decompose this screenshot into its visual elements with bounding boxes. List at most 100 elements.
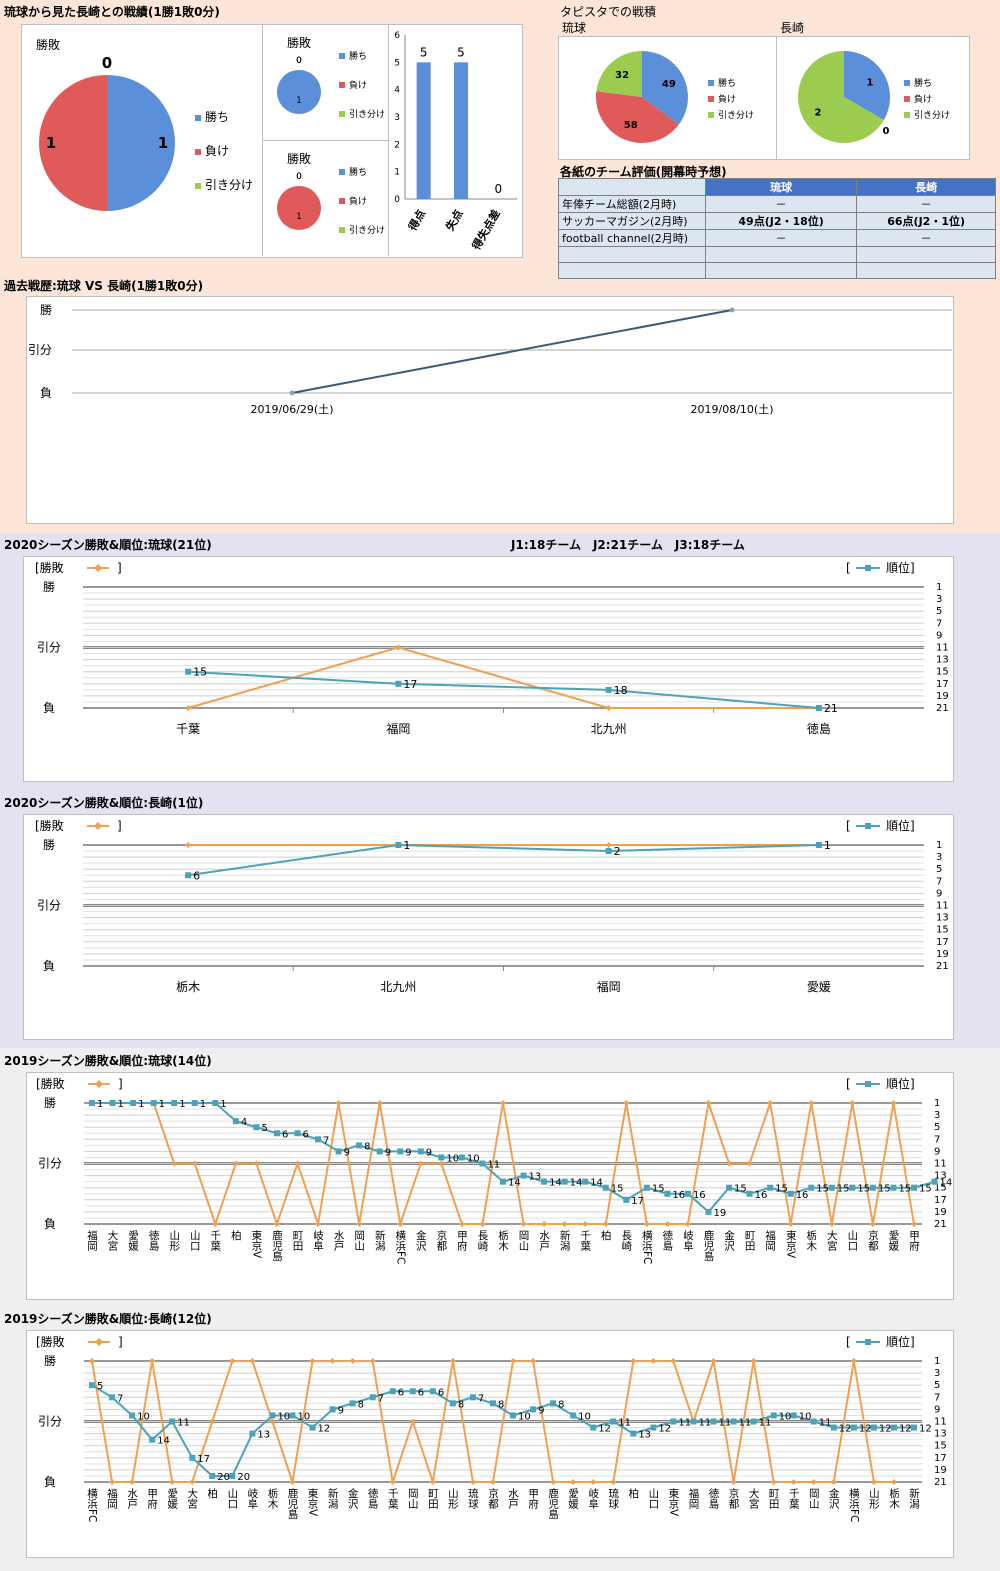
season-2-rank-tick: 13 [934, 1171, 947, 1182]
season-0-rank-data-label: 21 [824, 702, 838, 715]
season-2-rank-point [232, 1118, 239, 1125]
season-2-rank-data-label: 15 [734, 1184, 747, 1195]
season-2-result-point [911, 1221, 917, 1227]
season-2-category-label: 新潟 [559, 1229, 571, 1252]
season-3-result-point [610, 1479, 617, 1485]
season-3-rank-data-label: 11 [819, 1418, 832, 1429]
season-2-rank-data-label: 15 [652, 1184, 665, 1195]
season-3-rank-point [349, 1400, 356, 1407]
season-2-result-point [643, 1221, 650, 1227]
season-3-rank-data-label: 13 [257, 1430, 270, 1441]
season-3-rank-point [610, 1418, 617, 1425]
evaluation-row-label: 年俸チーム総額(2月時) [558, 195, 706, 213]
season-3-rank-point [570, 1412, 577, 1419]
season-2-result-point [849, 1100, 856, 1106]
season-3-legend-result-close: ] [118, 1335, 123, 1349]
season-3-rank-point [209, 1472, 216, 1479]
tapista-pie-1-slice [596, 51, 642, 97]
season-3-rank-point [590, 1424, 597, 1431]
season-2-rank-point [890, 1184, 897, 1191]
history-y-label: 勝 [40, 302, 52, 317]
season-2-result-point [582, 1221, 589, 1227]
season-2-rank-data-label: 1 [159, 1099, 165, 1110]
season-1-result-point [185, 842, 192, 848]
season-3-rank-data-label: 12 [318, 1424, 331, 1435]
season-2-result-point [438, 1160, 445, 1167]
season-3-category-label: 千葉 [788, 1488, 800, 1510]
season-2-rank-tick: 7 [934, 1134, 940, 1145]
season-2-rank-point [602, 1184, 609, 1191]
small-pie-2-legend-label: 勝ち [349, 166, 367, 178]
season-2-y-label: 勝 [44, 1095, 56, 1110]
season-2-category-label: 岡山 [353, 1230, 365, 1251]
season-2-rank-data-label: 15 [611, 1184, 624, 1195]
season-3-category-label: 金沢 [347, 1487, 359, 1510]
season-2-rank-data-label: 14 [940, 1178, 953, 1189]
season-2-rank-point [315, 1136, 322, 1143]
history-series-line [291, 309, 733, 394]
tapista-divider [776, 37, 777, 159]
season-2-legend-result-label: [勝敗 [36, 1076, 65, 1091]
season-1-rank-tick: 19 [936, 949, 949, 960]
season-2-rank-point [849, 1184, 856, 1191]
season-3-rank-data-label: 12 [879, 1424, 892, 1435]
small-pie-1-data-label: 1 [296, 96, 302, 106]
season-2-rank-tick: 19 [934, 1207, 947, 1218]
season-3-legend-result-label: [勝敗 [36, 1334, 65, 1349]
season-2-category-label: 金沢 [415, 1229, 427, 1252]
evaluation-cell-nagasaki: 66点(J2・1位) [856, 212, 996, 230]
h2h-title: 琉球から見た長崎との戦績(1勝1敗0分) [4, 5, 220, 19]
season-2-result-point [541, 1221, 548, 1227]
season-3-rank-point [489, 1400, 496, 1407]
season-2-result-point [376, 1100, 383, 1106]
evaluation-header-ryukyu: 琉球 [704, 178, 858, 196]
season-0-rank-line [188, 670, 819, 709]
season-3-category-label: 岐阜 [587, 1487, 599, 1510]
season-2-rank-data-label: 11 [487, 1160, 500, 1171]
big-pie-legend-label: 勝ち [205, 109, 229, 124]
season-0-y-label: 引分 [37, 641, 61, 655]
season-2-rank-point [253, 1124, 260, 1131]
season-panel-2 [26, 1072, 954, 1300]
season-3-rank-tick: 11 [934, 1417, 947, 1428]
tapista-pie-1-legend-label: 負け [718, 93, 736, 105]
season-2-result-point [273, 1221, 280, 1227]
season-2-rank-data-label: 8 [364, 1141, 370, 1152]
season-2-result-point [787, 1221, 794, 1227]
season-2-rank-point [869, 1184, 876, 1191]
season-0-category-label: 北九州 [591, 722, 627, 736]
season-2-rank-data-label: 16 [755, 1190, 768, 1201]
season-2-category-label: 京都 [435, 1229, 447, 1252]
season-2-rank-point [438, 1154, 445, 1161]
season-3-result-point [289, 1479, 296, 1485]
tapista-pie-2-legend-label: 引き分け [914, 110, 950, 121]
season-3-rank-point [630, 1430, 637, 1437]
season-3-rank-point [850, 1424, 857, 1431]
season-0-category-label: 福岡 [386, 721, 410, 736]
season-2-rank-data-label: 4 [241, 1117, 247, 1128]
season-3-rank-point [369, 1394, 376, 1401]
season-1-rank-point [605, 848, 612, 855]
season-2020-nagasaki-title: 2020シーズン勝敗&順位:長崎(1位) [4, 796, 204, 810]
season-2-result-point [520, 1221, 527, 1227]
small-pie-2-data-label: 1 [296, 212, 302, 222]
tapista-pie-2-legend-label: 負け [914, 93, 932, 105]
season-0-legend-rank-marker [865, 565, 871, 571]
season-3-result-point [650, 1358, 657, 1364]
big-pie-title: 勝敗 [36, 38, 61, 52]
tapista-pie-2-data-label: 0 [883, 126, 890, 137]
small-pie-1-legend-label: 負け [349, 79, 367, 91]
season-2-rank-point [356, 1142, 363, 1149]
season-3-category-label: 鹿児島 [547, 1487, 559, 1520]
season-2-rank-data-label: 6 [303, 1129, 309, 1140]
season-3-result-point [810, 1479, 817, 1485]
season-2-rank-data-label: 15 [816, 1184, 829, 1195]
season-2-result-point [356, 1221, 363, 1227]
season-1-rank-tick: 21 [936, 961, 949, 972]
evaluation-header-row: 琉球 長崎 [558, 178, 996, 196]
season-2-result-point [294, 1160, 301, 1167]
season-0-rank-tick: 13 [936, 655, 949, 666]
season-3-rank-point [790, 1412, 797, 1419]
